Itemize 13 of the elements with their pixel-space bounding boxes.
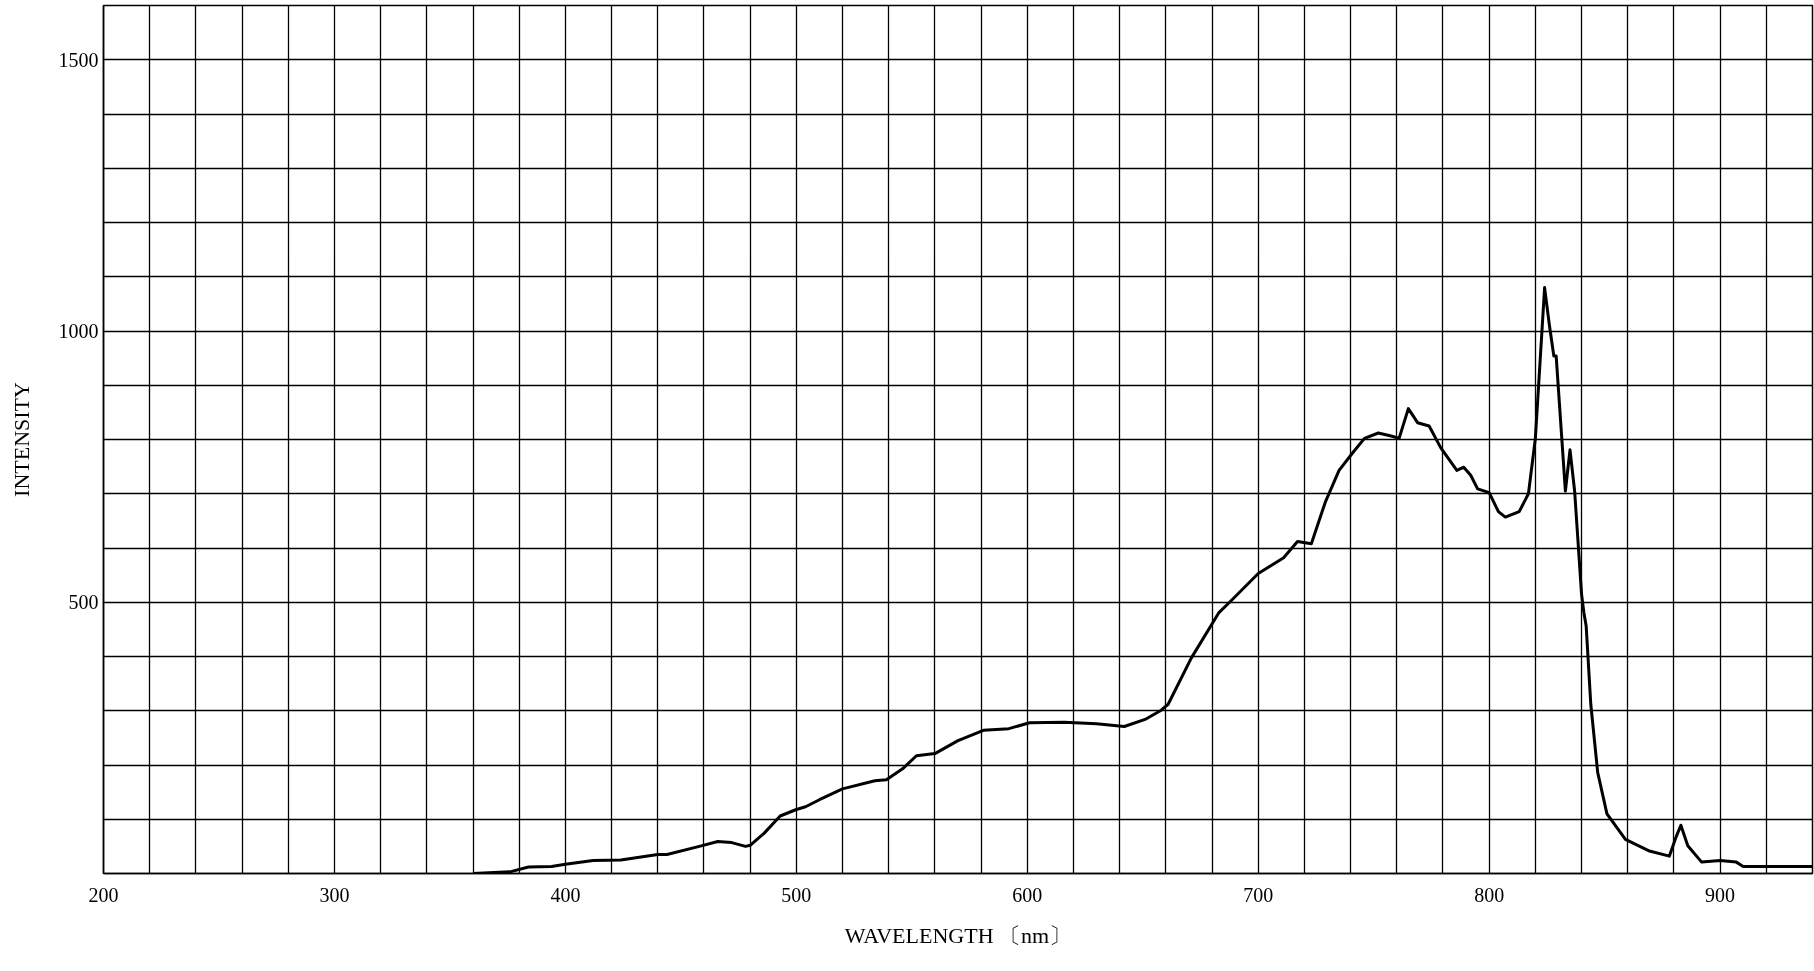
x-tick-label: 600 [1012, 883, 1043, 906]
x-tick-label: 400 [550, 883, 581, 906]
x-axis-title: WAVELENGTH 〔nm〕 [844, 922, 1072, 948]
x-tick-label: 200 [88, 883, 119, 906]
x-tick-label: 500 [781, 883, 812, 906]
x-tick-label: 800 [1474, 883, 1505, 906]
x-tick-label: 300 [319, 883, 350, 906]
y-tick-label: 500 [68, 591, 99, 614]
y-tick-label: 1500 [58, 48, 99, 71]
y-tick-label: 1000 [58, 320, 99, 342]
x-tick-label: 900 [1705, 883, 1736, 906]
x-tick-label: 700 [1243, 883, 1274, 906]
y-axis-title: INTENSITY [8, 381, 34, 497]
